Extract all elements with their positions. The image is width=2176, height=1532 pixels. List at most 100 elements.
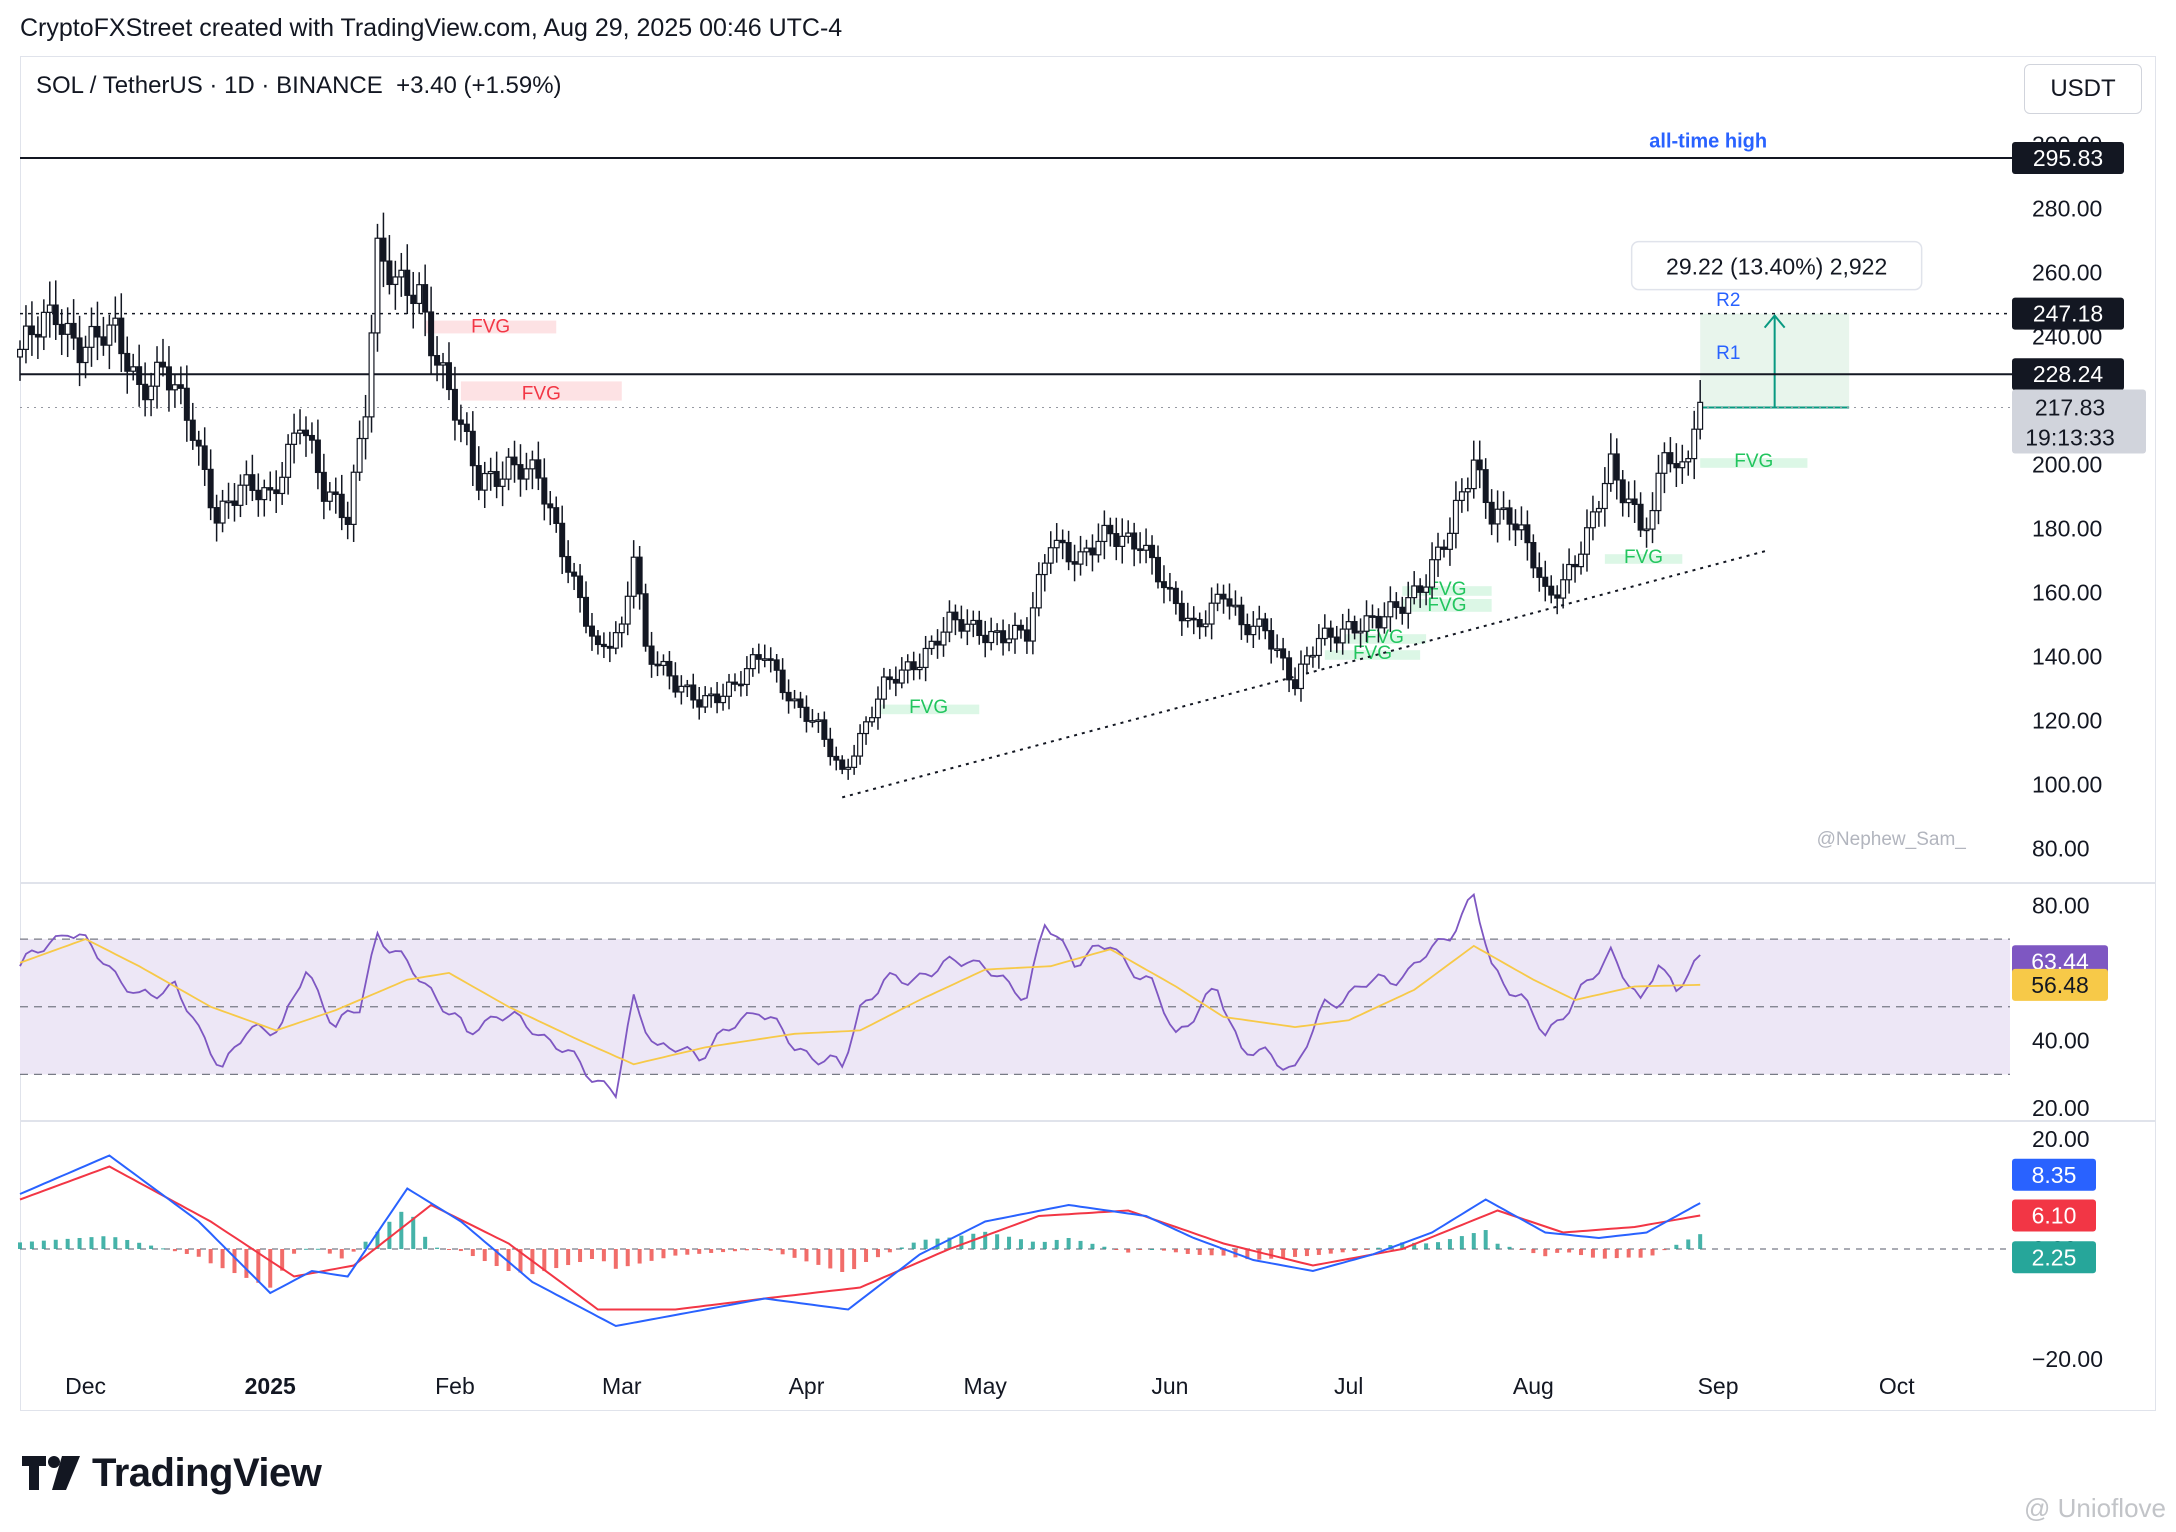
candle-body bbox=[487, 470, 494, 475]
macd-histogram-bar bbox=[732, 1249, 737, 1252]
macd-histogram-bar bbox=[1221, 1249, 1226, 1256]
macd-histogram-bar bbox=[137, 1242, 142, 1249]
macd-histogram-bar bbox=[65, 1238, 70, 1249]
candle-body bbox=[1166, 586, 1173, 590]
macd-histogram-bar bbox=[768, 1249, 773, 1251]
candle-body bbox=[958, 619, 965, 632]
candle-body bbox=[314, 439, 321, 474]
macd-histogram-bar bbox=[1042, 1241, 1047, 1249]
macd-histogram-bar bbox=[1197, 1249, 1202, 1255]
candle-body bbox=[189, 419, 196, 441]
candle-body bbox=[779, 669, 786, 694]
macd-histogram-bar bbox=[697, 1249, 702, 1254]
candle-body bbox=[499, 478, 506, 487]
candle-body bbox=[678, 685, 685, 693]
chart-created-line: CryptoFXStreet created with TradingView.… bbox=[20, 14, 843, 42]
candle-body bbox=[326, 491, 333, 502]
macd-histogram-bar bbox=[661, 1249, 666, 1259]
bar-countdown: 19:13:33 bbox=[2025, 425, 2115, 451]
tradingview-logo[interactable]: TradingView bbox=[22, 1450, 322, 1496]
candle-body bbox=[1214, 593, 1221, 604]
rsi-line bbox=[19, 892, 1701, 1100]
candle-body bbox=[1446, 532, 1453, 550]
candle-body bbox=[1274, 648, 1281, 652]
author-watermark: @Nephew_Sam_ bbox=[1817, 829, 1967, 850]
candle-body bbox=[946, 611, 953, 633]
time-axis-tick: Apr bbox=[789, 1373, 825, 1399]
candle-body bbox=[1268, 630, 1275, 650]
candle-body bbox=[1172, 587, 1179, 605]
candle-body bbox=[916, 666, 923, 671]
candle-body bbox=[1494, 508, 1501, 525]
macd-histogram-bar bbox=[125, 1239, 130, 1249]
time-axis-tick: Dec bbox=[65, 1373, 106, 1399]
candle-body bbox=[952, 611, 959, 621]
candle-body bbox=[785, 691, 792, 702]
macd-histogram-bar bbox=[423, 1236, 428, 1249]
macd-histogram-bar bbox=[77, 1238, 82, 1249]
candle-body bbox=[880, 676, 887, 700]
price-axis-tick: 100.00 bbox=[2032, 772, 2102, 798]
macd-histogram-bar bbox=[1602, 1249, 1607, 1259]
candle-body bbox=[404, 269, 411, 296]
macd-histogram-bar bbox=[601, 1249, 606, 1262]
time-axis-tick: Oct bbox=[1879, 1373, 1915, 1399]
candle-body bbox=[708, 693, 715, 697]
candle-body bbox=[624, 595, 631, 625]
candle-body bbox=[255, 489, 262, 501]
macd-histogram-bar bbox=[589, 1249, 594, 1259]
candle-body bbox=[88, 325, 95, 348]
fvg-zone bbox=[877, 704, 980, 715]
macd-histogram-bar bbox=[1698, 1234, 1703, 1249]
candle-body bbox=[743, 668, 750, 686]
candle-body bbox=[928, 640, 935, 650]
candle-body bbox=[839, 759, 846, 770]
candle-body bbox=[1667, 452, 1674, 465]
candle-body bbox=[1238, 604, 1245, 626]
macd-axis-tick: −20.00 bbox=[2032, 1346, 2103, 1372]
candle-body bbox=[1143, 544, 1150, 551]
macd-histogram-bar bbox=[864, 1249, 869, 1262]
macd-histogram-bar bbox=[554, 1249, 559, 1269]
fvg-label: FVG bbox=[1624, 547, 1663, 568]
candle-body bbox=[1101, 524, 1108, 543]
candle-body bbox=[273, 489, 280, 495]
macd-histogram-bar bbox=[625, 1249, 630, 1267]
macd-histogram-bar bbox=[971, 1233, 976, 1249]
macd-histogram-bar bbox=[29, 1241, 34, 1249]
macd-histogram-bar bbox=[53, 1239, 58, 1249]
macd-histogram-bar bbox=[1626, 1249, 1631, 1258]
macd-histogram-bar bbox=[1662, 1249, 1667, 1251]
macd-histogram-bar bbox=[196, 1249, 201, 1257]
macd-histogram-bar bbox=[887, 1249, 892, 1253]
candle-body bbox=[195, 439, 202, 447]
candle-body bbox=[201, 445, 208, 470]
macd-histogram-bar bbox=[1102, 1246, 1107, 1249]
candle-body bbox=[749, 654, 756, 670]
symbol-title[interactable]: SOL / TetherUS · 1D · BINANCE +3.40 (+1.… bbox=[36, 72, 562, 99]
macd-histogram-bar bbox=[935, 1238, 940, 1249]
candle-body bbox=[493, 470, 500, 487]
candle-body bbox=[469, 430, 476, 467]
candle-body bbox=[874, 698, 881, 719]
macd-histogram-bar bbox=[673, 1249, 678, 1256]
candle-body bbox=[1125, 532, 1132, 537]
candle-body bbox=[1607, 453, 1614, 485]
candle-body bbox=[809, 720, 816, 723]
fvg-zone bbox=[1324, 650, 1421, 660]
macd-histogram-bar bbox=[1364, 1249, 1369, 1250]
rsi-ma-value-badge-text: 56.48 bbox=[2031, 972, 2089, 998]
currency-button[interactable]: USDT bbox=[2024, 64, 2142, 114]
candle-body bbox=[332, 491, 339, 495]
candle-body bbox=[130, 366, 137, 372]
macd-histogram-bar bbox=[244, 1249, 249, 1278]
fvg-label: FVG bbox=[909, 697, 948, 718]
macd-histogram-bar bbox=[1483, 1230, 1488, 1249]
candle-body bbox=[1149, 544, 1156, 559]
fvg-zone bbox=[1700, 458, 1808, 468]
candle-body bbox=[505, 456, 512, 480]
candle-body bbox=[1387, 601, 1394, 618]
candle-body bbox=[1280, 648, 1287, 659]
candle-body bbox=[1071, 561, 1078, 565]
